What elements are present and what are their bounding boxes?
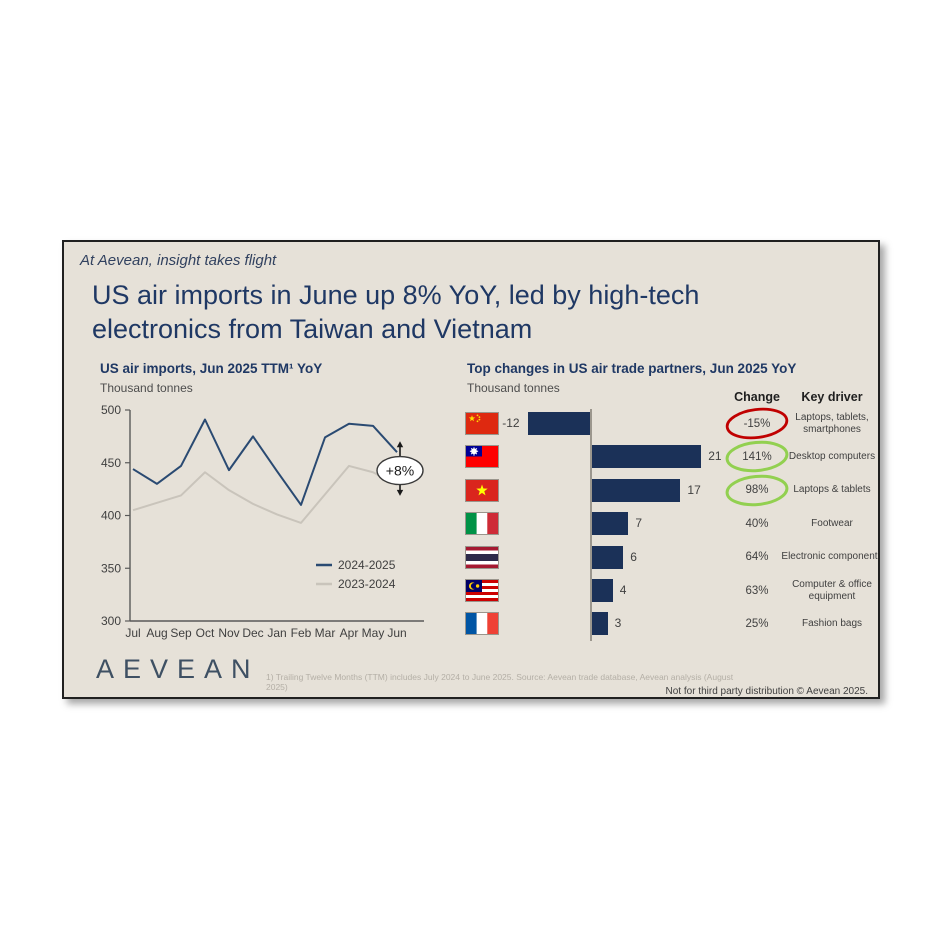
trade-row-italy: 7 40% Footwear: [464, 507, 876, 540]
svg-text:May: May: [362, 626, 385, 640]
svg-text:400: 400: [101, 509, 121, 523]
trade-bar: [592, 512, 629, 536]
bar-value: 6: [630, 549, 637, 564]
svg-text:Jul: Jul: [125, 626, 140, 640]
taiwan-flag-icon: [466, 446, 498, 468]
svg-text:350: 350: [101, 561, 121, 575]
italy-flag-icon: [466, 513, 498, 535]
bar-chart-title: Top changes in US air trade partners, Ju…: [467, 361, 797, 376]
change-cell: 64%: [722, 541, 792, 574]
bar-value: 3: [614, 616, 622, 631]
china-flag-icon: [466, 413, 498, 434]
trade-bar: [592, 478, 681, 502]
bar-chart-zero-axis: [590, 409, 592, 641]
svg-text:Dec: Dec: [242, 626, 263, 640]
bar-chart-unit: Thousand tonnes: [467, 381, 560, 395]
trade-bar: [527, 412, 590, 435]
svg-text:+8%: +8%: [386, 463, 414, 479]
svg-text:2024-2025: 2024-2025: [338, 558, 396, 572]
change-value: 40%: [745, 517, 769, 530]
change-cell: 25%: [722, 607, 792, 640]
svg-text:Jun: Jun: [387, 626, 406, 640]
change-value: 98%: [745, 484, 769, 497]
key-driver: Laptops, tablets, smartphones: [795, 411, 869, 435]
bar-value: 21: [708, 449, 722, 464]
trade-bar: [592, 612, 608, 636]
trade-row-thailand: 6 64% Electronic components: [464, 541, 878, 574]
bar-chart: -12 -15% Laptops, tablets, smartphones: [464, 407, 878, 647]
key-driver: Electronic components: [781, 551, 880, 563]
change-value: 64%: [745, 551, 769, 564]
svg-text:Jan: Jan: [267, 626, 286, 640]
key-driver: Computer & office equipment: [792, 578, 872, 602]
tagline: At Aevean, insight takes flight: [80, 252, 277, 269]
trade-bar: [592, 579, 613, 602]
svg-text:300: 300: [101, 614, 121, 628]
bar-value: 4: [619, 583, 627, 597]
change-cell: 40%: [722, 507, 792, 540]
change-cell: 63%: [722, 574, 792, 607]
trade-bar: [592, 545, 624, 569]
svg-text:500: 500: [101, 403, 121, 417]
line-chart: 300 350 400 450 500 Jul Aug Sep Oct Nov Dec Jan Feb M…: [94, 398, 454, 650]
svg-text:Sep: Sep: [170, 626, 192, 640]
trade-bar: [592, 445, 702, 469]
vietnam-flag-icon: [466, 479, 498, 501]
svg-text:Apr: Apr: [340, 626, 359, 640]
svg-text:2023-2024: 2023-2024: [338, 577, 396, 591]
trade-row-china: -12 -15% Laptops, tablets, smartphones: [464, 407, 876, 440]
key-driver: Desktop computers: [788, 450, 876, 462]
bar-value: 7: [635, 516, 643, 531]
key-driver: Laptops & tablets: [793, 484, 871, 496]
svg-text:Feb: Feb: [291, 626, 312, 640]
footnote: 1) Trailing Twelve Months (TTM) includes…: [266, 672, 734, 692]
bar-value: 17: [687, 482, 701, 497]
column-header-change: Change: [734, 390, 780, 404]
change-value: 141%: [742, 450, 772, 463]
line-chart-title: US air imports, Jun 2025 TTM¹ YoY: [100, 361, 323, 376]
key-driver: Fashion bags: [801, 617, 863, 629]
change-value: 63%: [745, 584, 769, 597]
svg-text:Aug: Aug: [146, 626, 167, 640]
malaysia-flag-icon: [466, 580, 498, 601]
key-driver: Footwear: [811, 517, 853, 529]
aevean-logo: AEVEAN: [96, 654, 260, 684]
svg-text:Nov: Nov: [218, 626, 239, 640]
svg-text:Oct: Oct: [196, 626, 215, 640]
page-title: US air imports in June up 8% YoY, led by…: [92, 280, 700, 344]
slide-card: At Aevean, insight takes flight US air i…: [62, 240, 880, 699]
column-header-key-driver: Key driver: [801, 390, 863, 404]
line-chart-unit: Thousand tonnes: [100, 381, 193, 395]
thailand-flag-icon: [466, 546, 498, 568]
trade-row-malaysia: 4 63% Computer & office equipment: [464, 574, 876, 607]
trade-row-vietnam: 17 98% Laptops & tablets: [464, 474, 876, 507]
trade-row-taiwan: 21 141% Desktop computers: [464, 440, 876, 473]
svg-text:450: 450: [101, 456, 121, 470]
change-value: 25%: [745, 617, 769, 630]
france-flag-icon: [466, 613, 498, 635]
distribution-note: Not for third party distribution © Aevea…: [665, 686, 868, 697]
trade-row-france: 3 25% Fashion bags: [464, 607, 876, 640]
bar-value: -12: [502, 416, 520, 430]
change-value: -15%: [743, 417, 771, 430]
svg-text:Mar: Mar: [315, 626, 336, 640]
